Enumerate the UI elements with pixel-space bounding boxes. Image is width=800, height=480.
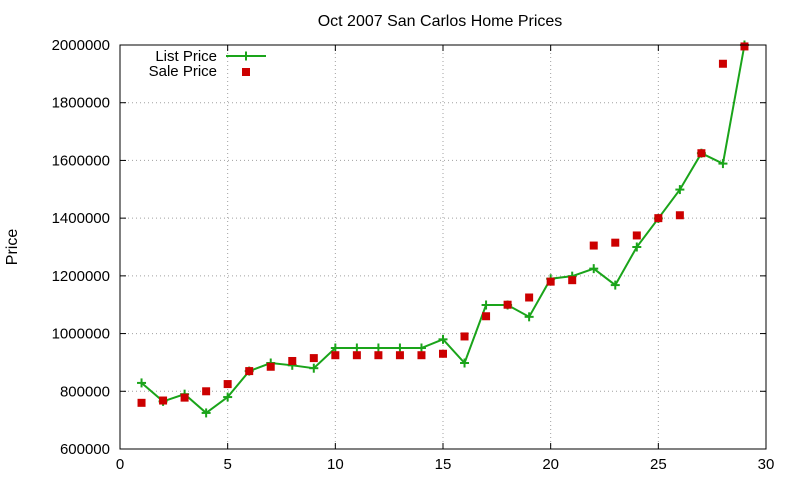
data-point bbox=[654, 214, 663, 223]
x-tick-label: 20 bbox=[542, 456, 559, 473]
data-point bbox=[589, 241, 598, 250]
grid bbox=[120, 45, 766, 449]
x-tick-label: 10 bbox=[327, 456, 344, 473]
data-point bbox=[330, 343, 340, 353]
data-point bbox=[417, 351, 426, 360]
data-point bbox=[309, 354, 318, 363]
legend-marker bbox=[241, 51, 251, 61]
plot-frame bbox=[119, 44, 767, 450]
chart-title: Oct 2007 San Carlos Home Prices bbox=[318, 13, 563, 30]
data-point bbox=[223, 392, 233, 402]
data-point bbox=[675, 185, 685, 195]
y-tick-label: 800000 bbox=[60, 383, 110, 400]
data-point bbox=[481, 300, 491, 310]
x-tick-label: 25 bbox=[650, 456, 667, 473]
data-point bbox=[589, 264, 599, 274]
data-point bbox=[352, 343, 362, 353]
legend-swatch-sale-price bbox=[242, 68, 250, 76]
data-point bbox=[697, 149, 706, 158]
data-point bbox=[568, 276, 577, 285]
data-point bbox=[718, 59, 727, 68]
data-point bbox=[482, 312, 491, 321]
y-tick-label: 1200000 bbox=[52, 268, 110, 285]
data-point bbox=[288, 356, 297, 365]
data-point bbox=[180, 393, 189, 402]
y-tick-label: 1400000 bbox=[52, 210, 110, 227]
data-point bbox=[460, 332, 469, 341]
data-point bbox=[546, 277, 555, 286]
data-point bbox=[610, 280, 620, 290]
legend: List Price Sale Price bbox=[149, 48, 266, 80]
data-point bbox=[266, 362, 275, 371]
data-point bbox=[611, 238, 620, 247]
data-point bbox=[438, 334, 448, 344]
data-point bbox=[439, 349, 447, 358]
legend-marker bbox=[242, 68, 250, 76]
data-point bbox=[675, 211, 684, 220]
data-point bbox=[740, 42, 749, 51]
x-tick-labels: 0 5 10 15 20 25 30 bbox=[116, 456, 775, 473]
data-point bbox=[524, 312, 534, 322]
legend-swatch-list-price bbox=[226, 51, 266, 61]
data-point bbox=[373, 343, 383, 353]
data-point bbox=[331, 351, 340, 360]
x-tick-label: 0 bbox=[116, 456, 124, 473]
y-tick-labels: 600000 800000 1000000 1200000 1400000 1600000… bbox=[52, 37, 110, 458]
data-point bbox=[245, 367, 254, 376]
x-tick-label: 15 bbox=[435, 456, 452, 473]
data-point bbox=[525, 293, 534, 302]
data-point bbox=[718, 159, 728, 169]
data-point bbox=[137, 398, 146, 407]
data-point bbox=[223, 380, 232, 389]
y-tick-label: 1800000 bbox=[52, 95, 110, 112]
x-tick-label: 5 bbox=[223, 456, 231, 473]
data-point bbox=[632, 231, 641, 240]
data-point bbox=[395, 351, 404, 360]
legend-label-list-price: List Price bbox=[155, 48, 217, 65]
series-sale-price bbox=[137, 42, 749, 407]
data-point bbox=[416, 343, 426, 353]
y-tick-label: 1600000 bbox=[52, 152, 110, 169]
data-point bbox=[352, 351, 361, 360]
data-point bbox=[374, 351, 383, 360]
y-tick-label: 600000 bbox=[60, 441, 110, 458]
data-point bbox=[632, 242, 642, 252]
data-point bbox=[395, 343, 405, 353]
data-point bbox=[159, 396, 168, 405]
y-tick-label: 2000000 bbox=[52, 37, 110, 54]
data-point bbox=[309, 363, 319, 373]
legend-label-sale-price: Sale Price bbox=[149, 63, 217, 80]
data-point bbox=[503, 300, 512, 309]
data-point bbox=[460, 358, 470, 368]
x-tick-label: 30 bbox=[758, 456, 775, 473]
y-tick-label: 1000000 bbox=[52, 326, 110, 343]
series bbox=[137, 40, 749, 418]
y-axis-label: Price bbox=[4, 229, 21, 266]
data-point bbox=[202, 387, 211, 396]
data-point bbox=[201, 408, 211, 418]
data-point bbox=[137, 378, 147, 388]
